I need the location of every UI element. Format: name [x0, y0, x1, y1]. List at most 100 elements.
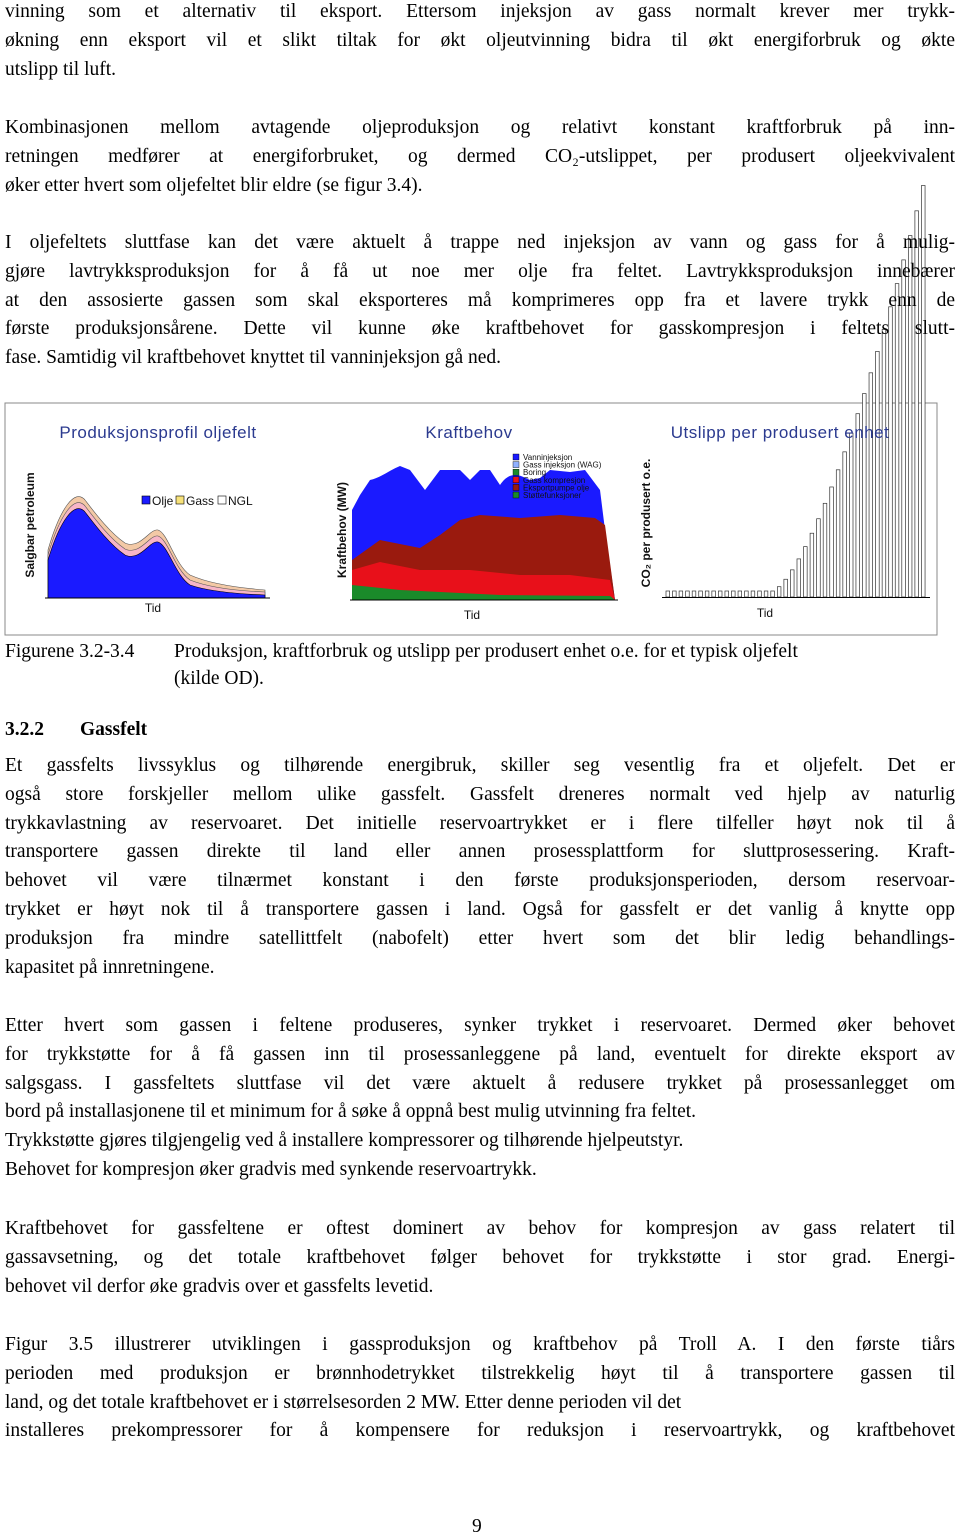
text-line: Trykkstøtte gjøres tilgjengelig ved å in…	[5, 1130, 684, 1152]
legend-swatch	[512, 476, 520, 483]
text-line: Behovet for kompresjon øker gradvis med …	[5, 1159, 537, 1180]
text-line: gjøre lavtrykksproduksjon for å få ut no…	[5, 260, 955, 282]
text-line: Kraftbehovet for gassfeltene er oftest d…	[5, 1218, 955, 1239]
text-line: perioden med produksjon er brønnhodetryk…	[5, 1362, 955, 1384]
bar	[816, 518, 821, 598]
panel-title: Kraftbehov	[425, 423, 512, 442]
bar	[737, 590, 742, 598]
bar	[783, 578, 788, 598]
text-line: retningen medfører at energiforbruket, o…	[5, 145, 955, 167]
text-line: produksjon fra mindre satellittfelt (nab…	[5, 927, 955, 949]
caption-text: (kilde OD).	[174, 668, 264, 689]
bar	[698, 590, 703, 598]
bar	[672, 590, 677, 598]
text-line: salgsgass. I gassfeltets sluttfase vil d…	[5, 1072, 955, 1094]
x-axis-label: Tid	[464, 608, 480, 622]
bar	[691, 590, 697, 598]
bar	[849, 432, 854, 598]
text-line: trykkavlastning av reservoaret. Det init…	[5, 812, 955, 834]
bar	[763, 590, 769, 598]
legend-swatch	[512, 453, 520, 461]
legend-label: NGL	[228, 494, 253, 508]
bar	[678, 590, 684, 598]
bar	[724, 590, 729, 598]
bar	[665, 590, 670, 598]
bar	[750, 590, 756, 598]
legend-swatch	[175, 495, 185, 505]
legend-label: Gass injeksjon (WAG)	[523, 461, 602, 470]
text-line: øker etter hvert som oljefeltet blir eld…	[5, 174, 423, 196]
caption-label: Figurene 3.2-3.4	[5, 641, 135, 662]
text-line: at den assosierte gassen som skal ekspor…	[5, 289, 955, 311]
text-line: land, og det totale kraftbehovet er i st…	[5, 1391, 682, 1413]
legend-swatch	[512, 491, 520, 499]
bar	[868, 372, 873, 598]
text-line: første produksjonsårene. Dette vil kunne…	[5, 318, 955, 340]
legend-label: Vanninjeksjon	[523, 453, 572, 462]
legend-swatch	[512, 469, 520, 476]
bar	[711, 590, 716, 598]
bar	[835, 469, 841, 598]
bar	[796, 558, 801, 598]
emission-bars	[662, 185, 930, 598]
text-line: fase. Samtidig vil kraftbehovet knyttet …	[5, 347, 502, 369]
text-line: I oljefeltets sluttfase kan det være akt…	[5, 232, 955, 253]
legend-swatch	[217, 495, 227, 505]
bar	[803, 546, 808, 598]
bar	[770, 590, 775, 598]
legend-swatch	[512, 484, 520, 491]
text-line: behovet vil derfor øke gradvis over et g…	[5, 1275, 434, 1297]
section-title: Gassfelt	[80, 719, 148, 740]
bar	[704, 590, 710, 598]
x-axis-label: Tid	[145, 601, 161, 615]
bar	[685, 590, 690, 598]
bar	[731, 590, 736, 598]
legend-label: Eksportpumpe olje	[523, 483, 590, 492]
legend-label: Gass	[186, 494, 214, 508]
legend-label: Boring	[523, 468, 546, 477]
text-line: behovet vil være tilnærmet konstant i de…	[5, 870, 955, 892]
bar	[718, 590, 723, 598]
text-line: Figur 3.5 illustrerer utviklingen i gass…	[5, 1334, 955, 1355]
bar	[822, 502, 828, 598]
bar	[776, 586, 782, 598]
text-line: trykket er høyt nok til å transportere g…	[5, 899, 955, 920]
panel-title: Produksjonsprofil oljefelt	[59, 423, 256, 442]
text-line: Etter hvert som gassen i feltene produse…	[5, 1015, 955, 1036]
bar	[842, 451, 847, 598]
caption-text: Produksjon, kraftforbruk og utslipp per …	[174, 641, 798, 662]
bar	[809, 532, 815, 598]
section-number: 3.2.2	[5, 719, 44, 740]
y-axis-label: Salgbar petroleum	[23, 472, 37, 577]
y-axis-label: CO₂ per produsert o.e.	[639, 459, 653, 588]
bar	[744, 590, 749, 598]
text-line: vinning som et alternativ til eksport. E…	[5, 1, 955, 22]
bar	[875, 351, 880, 598]
bar	[757, 590, 762, 598]
legend-swatch	[141, 495, 151, 505]
text-line: utslipp til luft.	[5, 58, 117, 80]
page-number: 9	[472, 1516, 482, 1537]
text-line: transportere gassen direkte til land ell…	[5, 841, 955, 863]
text-line: økning enn eksport vil et slikt tiltak f…	[5, 29, 955, 51]
legend-label: Gass kompresjon	[523, 476, 585, 485]
panel-title: Utslipp per produsert enhet	[671, 423, 890, 442]
text-line: også store forskjeller mellom ulike gass…	[5, 783, 955, 805]
text-line: Kombinasjonen mellom avtagende oljeprodu…	[5, 117, 955, 138]
production-area	[45, 496, 270, 599]
text-line: kapasitet på innretningene.	[5, 956, 215, 978]
legend-swatch	[512, 461, 520, 468]
bar	[790, 569, 795, 598]
x-axis-label: Tid	[757, 606, 773, 620]
text-line: gassavsetning, og det totale kraftbehove…	[5, 1246, 955, 1268]
bar	[829, 486, 834, 598]
legend-label: Støttefunksjoner	[523, 491, 582, 500]
power-area	[350, 466, 618, 601]
text-line: installeres prekompressorer for å kompen…	[5, 1420, 955, 1442]
y-axis-label: Kraftbehov (MW)	[335, 482, 349, 578]
text-line: Et gassfelts livssyklus og tilhørende en…	[5, 755, 955, 776]
legend-label: Olje	[152, 494, 174, 508]
text-line: for trykkstøtte for å få gassen inn til …	[5, 1043, 955, 1065]
